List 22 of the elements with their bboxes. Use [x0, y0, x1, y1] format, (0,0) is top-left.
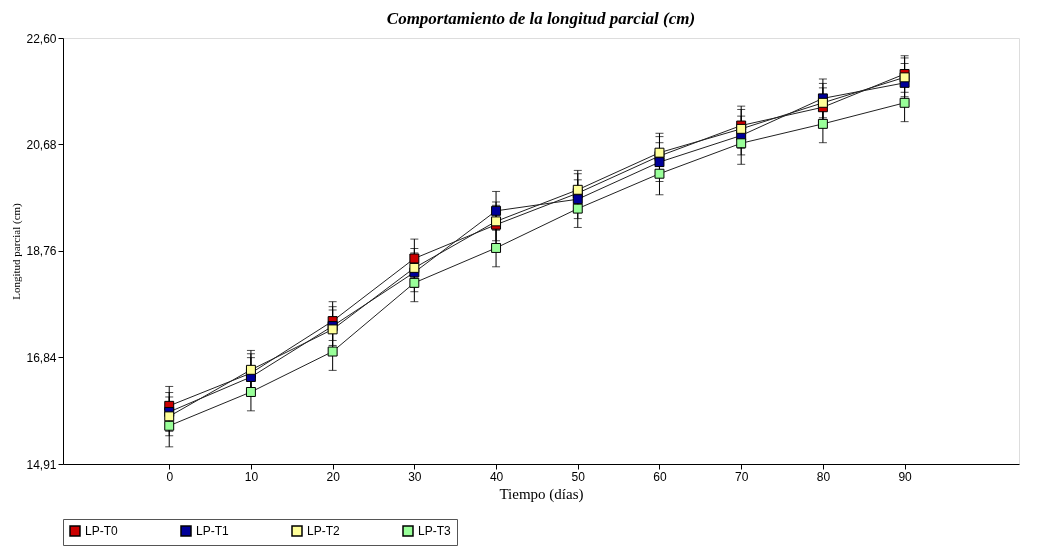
- legend-label: LP-T0: [85, 524, 118, 538]
- x-tick-label: 30: [408, 469, 422, 484]
- x-tick-label: 70: [735, 469, 749, 484]
- x-tick-label: 40: [489, 469, 504, 484]
- x-tick-label: 90: [898, 469, 913, 484]
- y-tick-label: 22,60: [26, 31, 57, 46]
- x-tick-label: 0: [166, 469, 174, 484]
- x-tick-label: 10: [244, 469, 259, 484]
- y-tick-label: 16,84: [26, 350, 57, 365]
- legend-label: LP-T2: [307, 524, 340, 538]
- y-tick-label: 14,91: [26, 457, 57, 472]
- y-tick-label: 18,76: [26, 244, 57, 259]
- y-tick-label: 20,68: [26, 137, 57, 152]
- x-tick-label: 60: [653, 469, 667, 484]
- chart-title: Comportamiento de la longitud parcial (cm): [386, 9, 696, 28]
- x-axis-title: Tiempo (días): [499, 485, 584, 503]
- x-tick-label: 80: [816, 469, 831, 484]
- x-tick-label: 50: [571, 469, 586, 484]
- legend-label: LP-T3: [418, 524, 451, 538]
- x-tick-label: 20: [326, 469, 341, 484]
- y-axis-title: Longitud parcial (cm): [10, 202, 24, 300]
- legend-label: LP-T1: [196, 524, 229, 538]
